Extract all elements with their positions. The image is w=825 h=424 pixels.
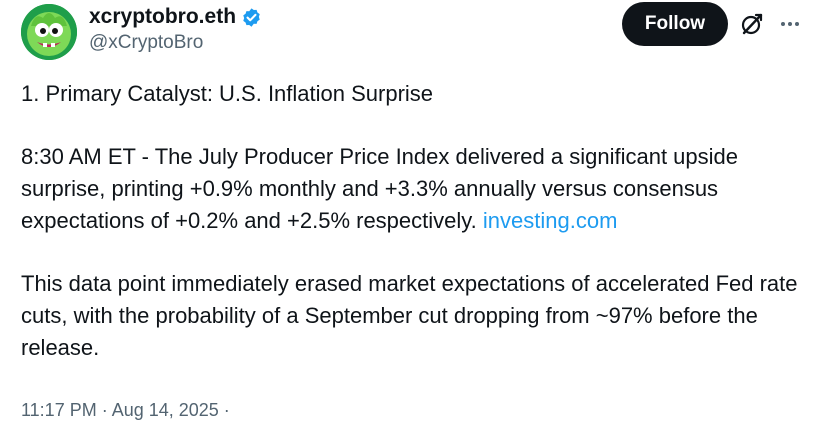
- tweet-header: xcryptobro.eth @xCryptoBro Follow: [0, 0, 825, 70]
- avatar[interactable]: [21, 4, 77, 60]
- verified-badge-icon[interactable]: [241, 7, 262, 28]
- tweet-paragraph-2: 8:30 AM ET - The July Producer Price Ind…: [21, 141, 811, 237]
- green-monster-avatar-icon: [21, 4, 77, 60]
- tweet-paragraph-2-text: 8:30 AM ET - The July Producer Price Ind…: [21, 144, 739, 233]
- tweet-text: 1. Primary Catalyst: U.S. Inflation Surp…: [21, 78, 811, 364]
- more-icon[interactable]: [778, 12, 802, 36]
- author-display-name[interactable]: xcryptobro.eth: [89, 5, 237, 28]
- grok-icon[interactable]: [739, 11, 765, 37]
- author-display-name-row[interactable]: xcryptobro.eth: [89, 4, 262, 30]
- source-link[interactable]: investing.com: [482, 208, 618, 233]
- author-handle[interactable]: @xCryptoBro: [89, 32, 204, 53]
- follow-button[interactable]: Follow: [622, 2, 728, 46]
- tweet-paragraph-3: This data point immediately erased marke…: [21, 271, 798, 360]
- tweet-heading: 1. Primary Catalyst: U.S. Inflation Surp…: [21, 81, 434, 106]
- tweet-timestamp[interactable]: 11:17 PM · Aug 14, 2025 ·: [21, 400, 230, 420]
